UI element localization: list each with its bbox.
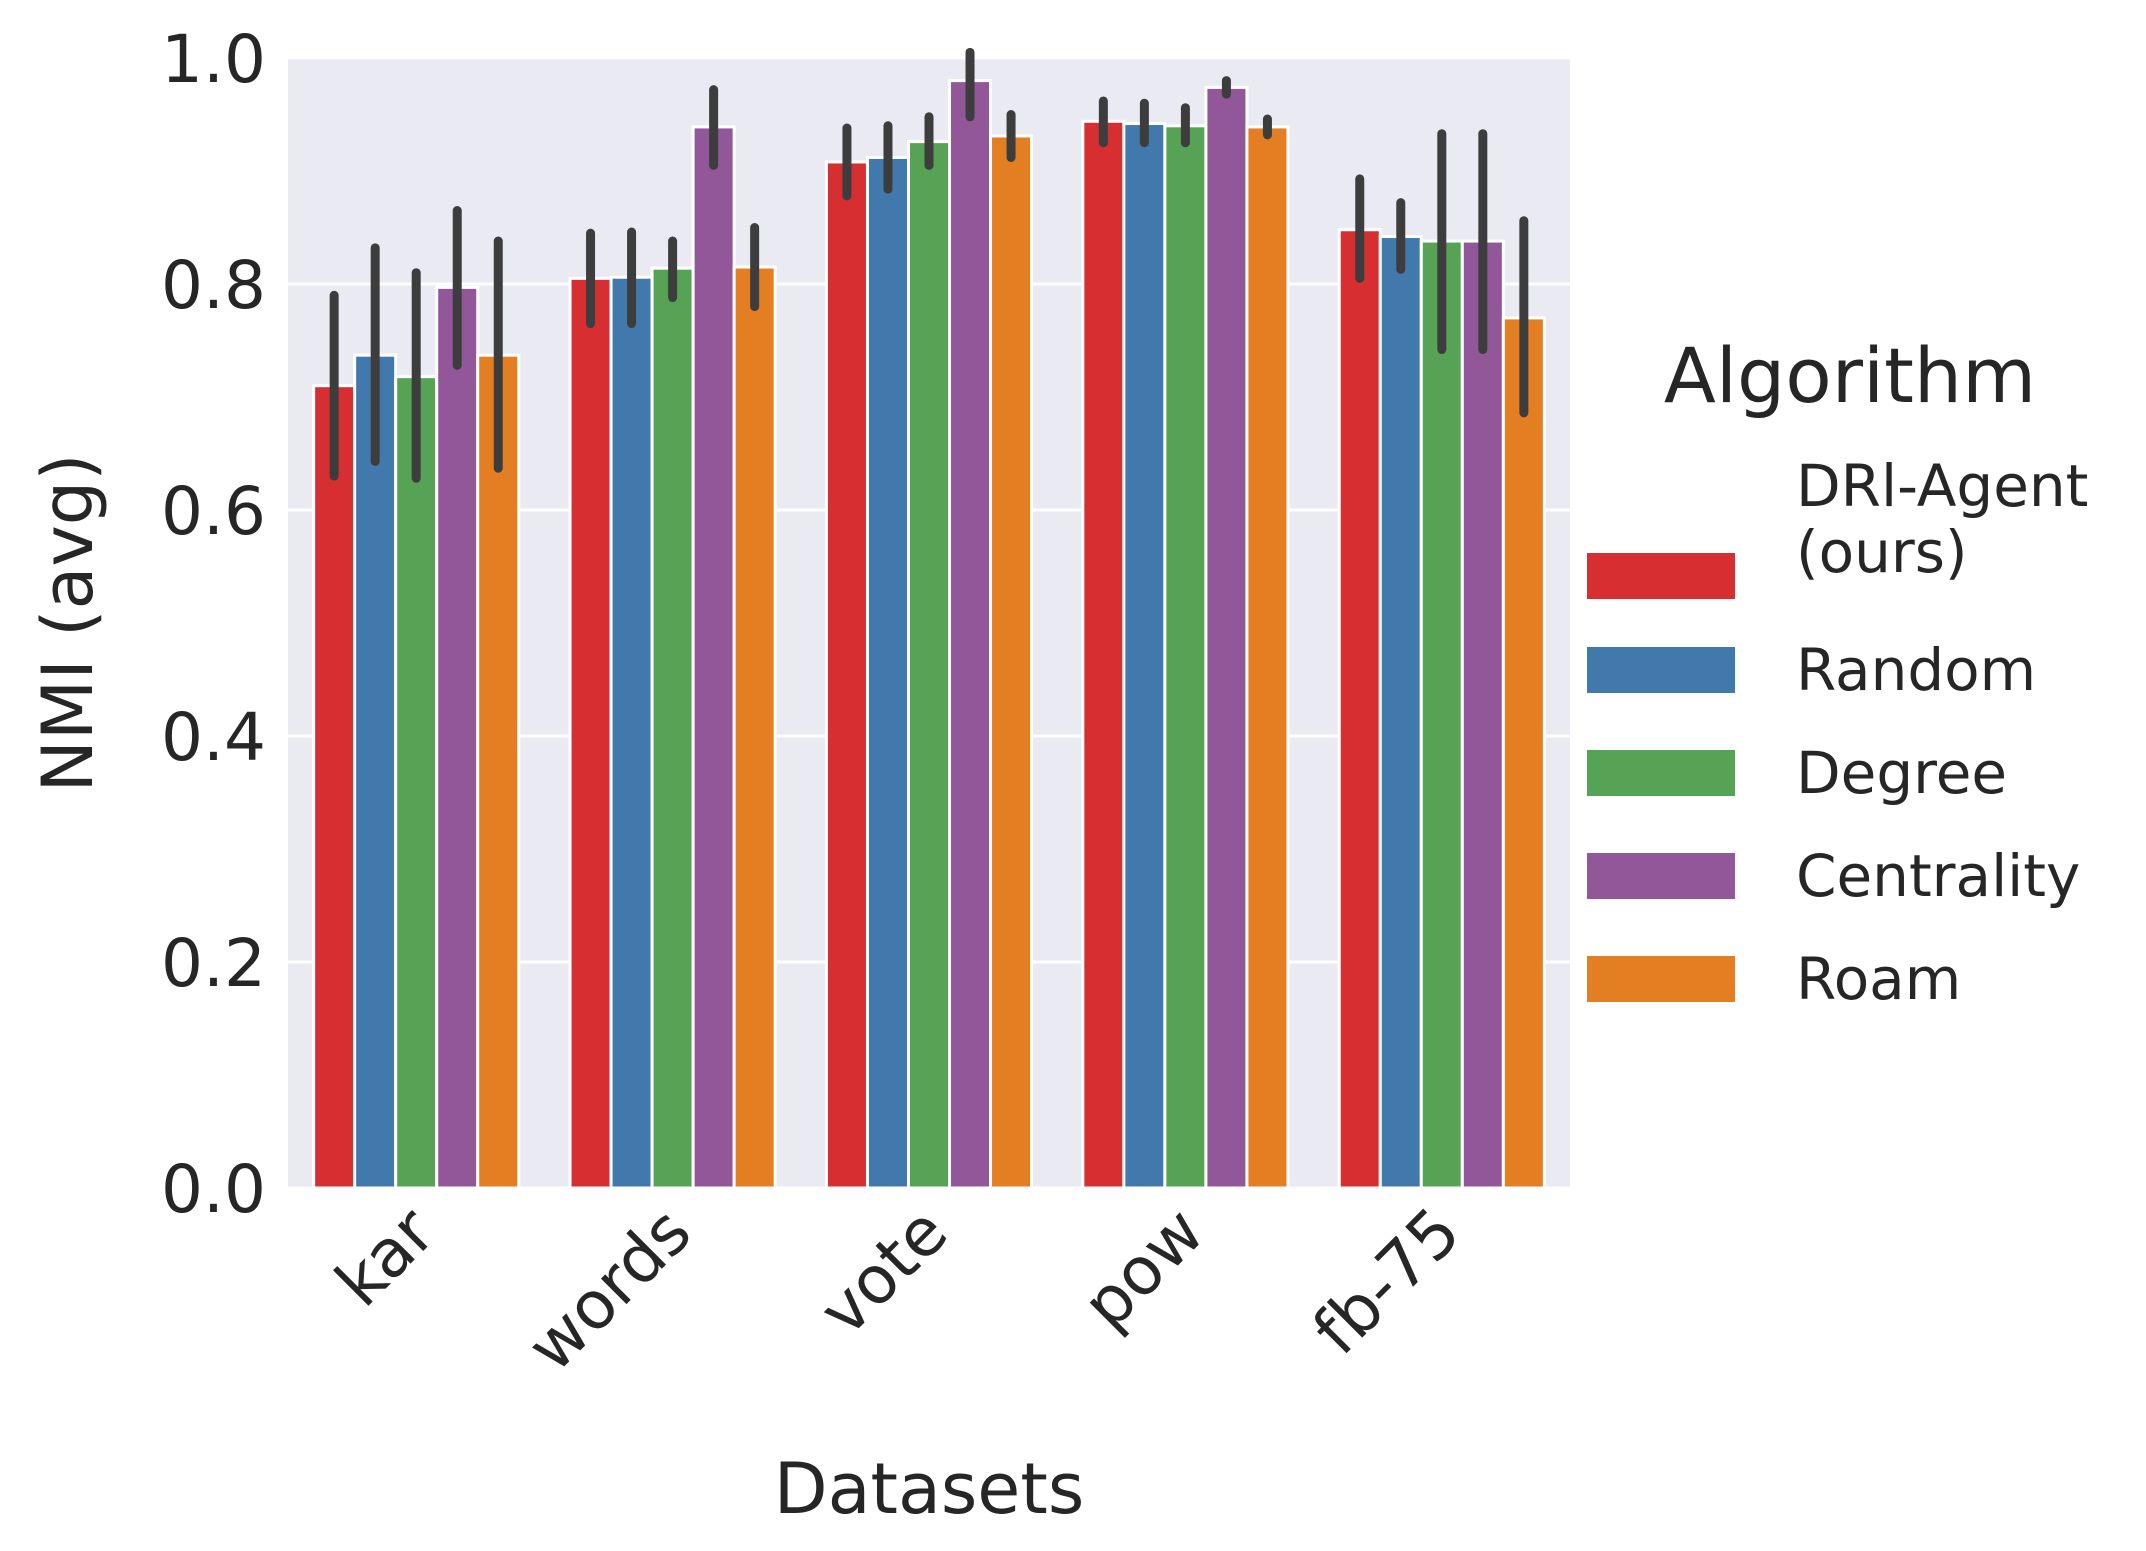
bar xyxy=(1460,239,1505,1190)
y-tick-label: 0.4 xyxy=(161,699,266,776)
y-axis-label: NMI (avg) xyxy=(27,453,109,792)
x-tick-label: words xyxy=(512,1193,705,1386)
x-tick-label: pow xyxy=(1068,1193,1219,1344)
error-bars xyxy=(329,47,1529,483)
bar xyxy=(312,384,357,1190)
bar xyxy=(1163,124,1208,1190)
bar xyxy=(1337,228,1382,1190)
legend-label: Roam xyxy=(1796,945,1961,1013)
bar xyxy=(1501,316,1546,1190)
bar xyxy=(1245,125,1290,1190)
y-tick-label: 0.6 xyxy=(161,473,266,550)
y-tick-label: 0.8 xyxy=(161,247,266,324)
bar xyxy=(824,160,869,1190)
bar xyxy=(476,353,521,1190)
bar xyxy=(1204,85,1249,1190)
bar xyxy=(353,353,398,1190)
x-tick-label: vote xyxy=(805,1193,963,1351)
bar xyxy=(691,125,736,1190)
legend: Algorithm DRl-Agent (ours) Random Degree Cen… xyxy=(1587,331,2088,1013)
bar xyxy=(1081,119,1126,1190)
y-tick-label: 0.0 xyxy=(161,1151,266,1228)
bar xyxy=(948,79,993,1190)
bar xyxy=(394,375,439,1190)
bar xyxy=(609,275,654,1190)
legend-label: Random xyxy=(1796,636,2036,704)
bar xyxy=(1122,122,1167,1190)
y-tick-label: 0.2 xyxy=(161,925,266,1002)
bar xyxy=(1378,235,1423,1190)
bar xyxy=(1419,239,1464,1190)
legend-label: DRl-Agent (ours) xyxy=(1796,452,2088,586)
legend-swatch xyxy=(1587,647,1735,693)
bar xyxy=(732,265,777,1190)
y-tick-label: 1.0 xyxy=(161,21,266,98)
bar xyxy=(435,285,480,1190)
bar xyxy=(568,276,613,1190)
bar xyxy=(989,134,1034,1190)
bar xyxy=(865,155,910,1190)
legend-label: Centrality xyxy=(1796,842,2080,910)
x-tick-label: kar xyxy=(321,1192,450,1321)
y-tick-labels: 0.0 0.2 0.4 0.6 0.8 1.0 xyxy=(161,21,266,1228)
legend-swatch xyxy=(1587,750,1735,796)
bar xyxy=(650,266,695,1190)
legend-swatch xyxy=(1587,553,1735,599)
legend-title: Algorithm xyxy=(1664,331,2036,420)
legend-swatch xyxy=(1587,956,1735,1002)
x-tick-labels: kar words vote pow fb-75 xyxy=(321,1192,1475,1386)
bars xyxy=(312,79,1546,1190)
x-axis-label: Datasets xyxy=(774,1448,1085,1530)
legend-label: Degree xyxy=(1796,739,2007,807)
bar xyxy=(906,140,952,1190)
legend-swatch xyxy=(1587,853,1735,899)
x-tick-label: fb-75 xyxy=(1298,1193,1475,1370)
